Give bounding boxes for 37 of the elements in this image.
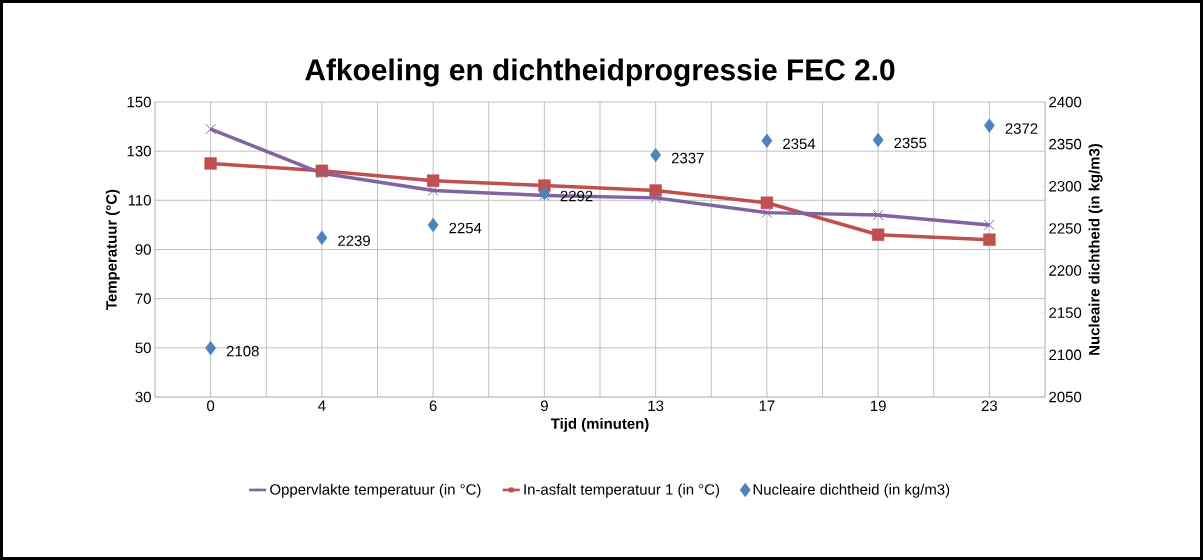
y-tick-label: 130 bbox=[127, 145, 151, 157]
chart-title: Afkoeling en dichtheidprogressie FEC 2.0 bbox=[305, 58, 895, 87]
x-tick-label: 23 bbox=[981, 400, 998, 412]
y-tick-label: 30 bbox=[135, 391, 151, 403]
y2-tick-label: 2050 bbox=[1049, 391, 1082, 403]
legend-label: Nucleaire dichtheid (in kg/m3) bbox=[753, 483, 950, 498]
y-tick-label: 110 bbox=[128, 195, 151, 206]
data-label: 2239 bbox=[338, 235, 370, 246]
legend-label: Oppervlakte temperatuur (in °C) bbox=[270, 483, 481, 498]
y-tick-label: 90 bbox=[135, 244, 151, 255]
data-label: 2254 bbox=[449, 222, 482, 234]
y2-tick-label: 2150 bbox=[1049, 307, 1082, 318]
legend-label: In-asfalt temperatuur 1 (in °C) bbox=[524, 483, 720, 498]
y-tick-label: 150 bbox=[127, 96, 151, 108]
y2-tick-label: 2100 bbox=[1049, 349, 1082, 361]
data-label: 2372 bbox=[1005, 123, 1038, 134]
data-label: 2355 bbox=[894, 137, 927, 149]
data-label: 2354 bbox=[783, 138, 816, 150]
x-tick-label: 6 bbox=[429, 400, 437, 412]
data-label: 2108 bbox=[226, 345, 259, 357]
y2-tick-label: 2300 bbox=[1049, 180, 1082, 192]
y2-tick-label: 2350 bbox=[1049, 138, 1082, 150]
x-axis-title: Tijd (minuten) bbox=[550, 417, 649, 432]
data-label: 2337 bbox=[671, 152, 704, 164]
x-tick-label: 13 bbox=[648, 400, 664, 412]
x-tick-label: 4 bbox=[318, 400, 326, 411]
x-tick-label: 19 bbox=[870, 400, 886, 412]
y2-tick-label: 2400 bbox=[1049, 96, 1082, 108]
x-tick-label: 9 bbox=[540, 400, 548, 412]
x-tick-label: 17 bbox=[759, 400, 775, 411]
y2-axis-title: Nucleaire dichtheid (in kg/m3) bbox=[1088, 143, 1103, 355]
y-axis-title: Temperatuur (°C) bbox=[105, 189, 120, 310]
y2-tick-label: 2250 bbox=[1049, 223, 1082, 234]
x-tick-label: 0 bbox=[207, 400, 215, 412]
y-tick-label: 70 bbox=[135, 293, 151, 304]
y-tick-label: 50 bbox=[135, 342, 151, 354]
y2-tick-label: 2200 bbox=[1049, 265, 1082, 276]
